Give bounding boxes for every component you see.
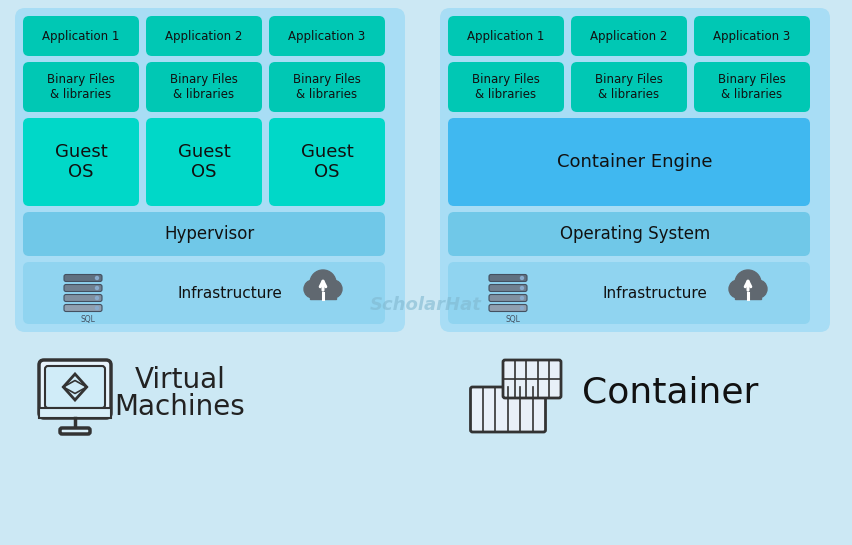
Text: Container Engine: Container Engine: [556, 153, 712, 171]
Text: Guest
OS: Guest OS: [300, 143, 353, 181]
FancyBboxPatch shape: [447, 16, 563, 56]
FancyBboxPatch shape: [23, 212, 384, 256]
FancyBboxPatch shape: [694, 62, 809, 112]
FancyBboxPatch shape: [470, 387, 545, 432]
Text: Hypervisor: Hypervisor: [164, 225, 255, 243]
Text: Infrastructure: Infrastructure: [602, 286, 706, 300]
Text: Guest
OS: Guest OS: [55, 143, 107, 181]
FancyBboxPatch shape: [23, 262, 384, 324]
Circle shape: [748, 280, 766, 298]
Text: Application 1: Application 1: [467, 29, 544, 43]
Circle shape: [520, 306, 523, 310]
FancyBboxPatch shape: [146, 16, 262, 56]
FancyBboxPatch shape: [488, 275, 527, 282]
Circle shape: [520, 296, 523, 300]
FancyBboxPatch shape: [447, 62, 563, 112]
Text: Operating System: Operating System: [559, 225, 710, 243]
Text: Application 3: Application 3: [288, 29, 366, 43]
FancyBboxPatch shape: [64, 275, 102, 282]
Text: Application 1: Application 1: [43, 29, 119, 43]
Text: Container: Container: [581, 375, 757, 409]
Bar: [734, 289, 760, 299]
FancyBboxPatch shape: [694, 16, 809, 56]
FancyBboxPatch shape: [440, 8, 829, 332]
Text: Binary Files
& libraries: Binary Files & libraries: [293, 73, 360, 101]
FancyBboxPatch shape: [15, 8, 405, 332]
FancyBboxPatch shape: [64, 284, 102, 292]
Circle shape: [520, 287, 523, 289]
Text: Binary Files
& libraries: Binary Files & libraries: [471, 73, 539, 101]
Circle shape: [95, 306, 98, 310]
Text: SQL: SQL: [80, 315, 95, 324]
Text: Binary Files
& libraries: Binary Files & libraries: [717, 73, 785, 101]
FancyBboxPatch shape: [447, 262, 809, 324]
Circle shape: [520, 276, 523, 280]
Text: Binary Files
& libraries: Binary Files & libraries: [170, 73, 238, 101]
Circle shape: [95, 287, 98, 289]
Text: Machines: Machines: [114, 393, 245, 421]
Circle shape: [309, 270, 336, 296]
FancyBboxPatch shape: [146, 118, 262, 206]
Bar: [309, 289, 336, 299]
FancyBboxPatch shape: [488, 284, 527, 292]
FancyBboxPatch shape: [45, 366, 105, 408]
FancyBboxPatch shape: [23, 62, 139, 112]
Text: Binary Files
& libraries: Binary Files & libraries: [595, 73, 662, 101]
Text: Application 2: Application 2: [165, 29, 243, 43]
Text: Application 3: Application 3: [712, 29, 790, 43]
FancyBboxPatch shape: [447, 118, 809, 206]
FancyBboxPatch shape: [503, 360, 561, 398]
Circle shape: [734, 270, 760, 296]
FancyBboxPatch shape: [488, 305, 527, 312]
Text: Binary Files
& libraries: Binary Files & libraries: [47, 73, 115, 101]
Text: Application 2: Application 2: [590, 29, 667, 43]
FancyBboxPatch shape: [570, 62, 686, 112]
FancyBboxPatch shape: [268, 62, 384, 112]
FancyBboxPatch shape: [64, 305, 102, 312]
FancyBboxPatch shape: [447, 212, 809, 256]
Circle shape: [324, 280, 342, 298]
Text: Guest
OS: Guest OS: [177, 143, 230, 181]
FancyBboxPatch shape: [39, 408, 111, 418]
Text: ScholarHat: ScholarHat: [370, 296, 481, 314]
Circle shape: [95, 296, 98, 300]
FancyBboxPatch shape: [64, 294, 102, 301]
Text: Virtual: Virtual: [135, 366, 225, 394]
Circle shape: [95, 276, 98, 280]
FancyBboxPatch shape: [60, 428, 90, 434]
FancyBboxPatch shape: [39, 360, 111, 418]
Text: SQL: SQL: [505, 315, 520, 324]
Circle shape: [728, 280, 746, 298]
FancyBboxPatch shape: [268, 118, 384, 206]
FancyBboxPatch shape: [488, 294, 527, 301]
FancyBboxPatch shape: [268, 16, 384, 56]
FancyBboxPatch shape: [23, 118, 139, 206]
Text: Infrastructure: Infrastructure: [177, 286, 282, 300]
FancyBboxPatch shape: [146, 62, 262, 112]
FancyBboxPatch shape: [570, 16, 686, 56]
Circle shape: [303, 280, 321, 298]
FancyBboxPatch shape: [23, 16, 139, 56]
